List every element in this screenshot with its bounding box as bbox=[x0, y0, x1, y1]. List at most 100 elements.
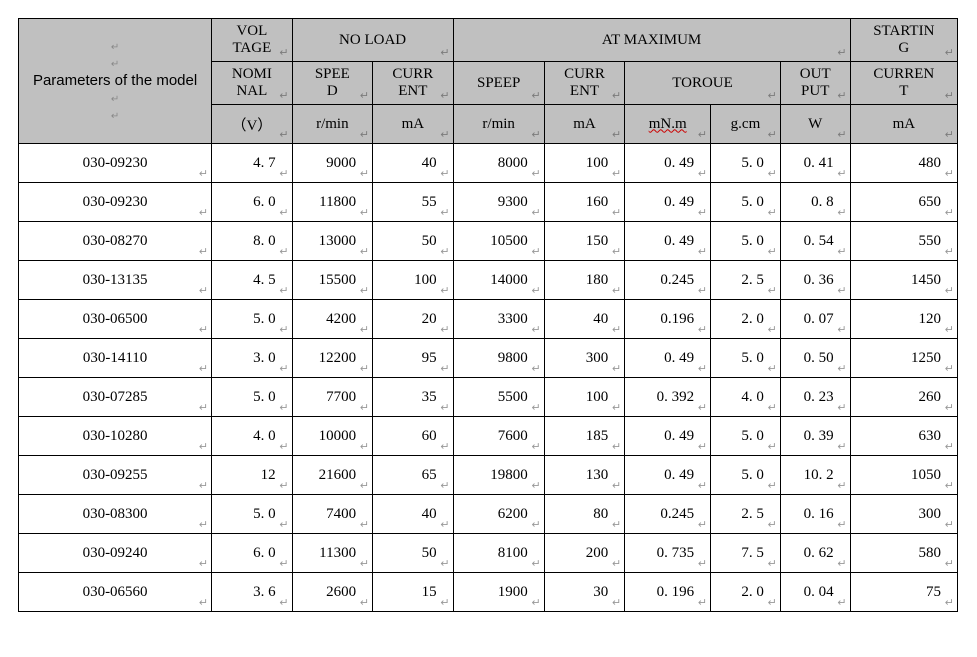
cell-model: 030-10280↵ bbox=[19, 417, 212, 456]
parameters-label: Parameters of the model bbox=[33, 72, 197, 89]
cell-nlspeed: 21600↵ bbox=[292, 456, 372, 495]
cell-model: 030-08300↵ bbox=[19, 495, 212, 534]
cell-nlcur: 50↵ bbox=[373, 222, 453, 261]
cell-tor2: 2. 5↵ bbox=[711, 261, 781, 300]
cell-mspeed: 10500↵ bbox=[453, 222, 544, 261]
cell-tor2: 5. 0↵ bbox=[711, 144, 781, 183]
cell-tor2: 2. 0↵ bbox=[711, 573, 781, 612]
col-sub-startcur: CURRENT↵ bbox=[850, 62, 957, 105]
table-row: 030-10280↵4. 0↵10000↵60↵7600↵185↵0. 49↵5… bbox=[19, 417, 958, 456]
cell-mspeed: 5500↵ bbox=[453, 378, 544, 417]
cell-nlcur: 35↵ bbox=[373, 378, 453, 417]
cell-model: 030-13135↵ bbox=[19, 261, 212, 300]
cell-start: 480↵ bbox=[850, 144, 957, 183]
cell-nlspeed: 10000↵ bbox=[292, 417, 372, 456]
cell-volt: 4. 5↵ bbox=[212, 261, 292, 300]
col-sub-output: OUTPUT↵ bbox=[780, 62, 850, 105]
table-row: 030-13135↵4. 5↵15500↵100↵14000↵180↵0.245… bbox=[19, 261, 958, 300]
cell-tor1: 0. 49↵ bbox=[625, 222, 711, 261]
cell-model: 030-14110↵ bbox=[19, 339, 212, 378]
cell-start: 550↵ bbox=[850, 222, 957, 261]
cell-out: 0. 36↵ bbox=[780, 261, 850, 300]
cell-mspeed: 14000↵ bbox=[453, 261, 544, 300]
table-row: 030-06560↵3. 6↵2600↵15↵1900↵30↵0. 196↵2.… bbox=[19, 573, 958, 612]
cell-nlspeed: 9000↵ bbox=[292, 144, 372, 183]
cell-nlspeed: 7400↵ bbox=[292, 495, 372, 534]
cell-volt: 6. 0↵ bbox=[212, 534, 292, 573]
cell-nlcur: 95↵ bbox=[373, 339, 453, 378]
cell-model: 030-09240↵ bbox=[19, 534, 212, 573]
cell-mcur: 185↵ bbox=[544, 417, 624, 456]
cell-mspeed: 9300↵ bbox=[453, 183, 544, 222]
cell-out: 0. 16↵ bbox=[780, 495, 850, 534]
cell-volt: 12↵ bbox=[212, 456, 292, 495]
cell-nlcur: 60↵ bbox=[373, 417, 453, 456]
cell-tor2: 7. 5↵ bbox=[711, 534, 781, 573]
cell-mcur: 30↵ bbox=[544, 573, 624, 612]
col-sub-voltage: NOMINAL↵ bbox=[212, 62, 292, 105]
cell-model: 030-09230↵ bbox=[19, 144, 212, 183]
unit-volt: （V）↵ bbox=[212, 105, 292, 144]
cell-volt: 3. 0↵ bbox=[212, 339, 292, 378]
cell-nlspeed: 2600↵ bbox=[292, 573, 372, 612]
cell-start: 580↵ bbox=[850, 534, 957, 573]
cell-model: 030-08270↵ bbox=[19, 222, 212, 261]
cell-tor2: 2. 5↵ bbox=[711, 495, 781, 534]
unit-ma-3: mA↵ bbox=[850, 105, 957, 144]
cell-nlcur: 15↵ bbox=[373, 573, 453, 612]
cell-nlcur: 40↵ bbox=[373, 495, 453, 534]
cell-out: 0. 39↵ bbox=[780, 417, 850, 456]
cell-mspeed: 8000↵ bbox=[453, 144, 544, 183]
cell-tor2: 5. 0↵ bbox=[711, 456, 781, 495]
cell-tor2: 5. 0↵ bbox=[711, 183, 781, 222]
cell-mcur: 200↵ bbox=[544, 534, 624, 573]
cell-tor2: 5. 0↵ bbox=[711, 339, 781, 378]
cell-start: 260↵ bbox=[850, 378, 957, 417]
cell-out: 0. 62↵ bbox=[780, 534, 850, 573]
cell-tor2: 5. 0↵ bbox=[711, 417, 781, 456]
cell-nlcur: 40↵ bbox=[373, 144, 453, 183]
cell-mcur: 130↵ bbox=[544, 456, 624, 495]
cell-nlspeed: 7700↵ bbox=[292, 378, 372, 417]
cell-tor1: 0. 49↵ bbox=[625, 339, 711, 378]
cell-start: 120↵ bbox=[850, 300, 957, 339]
col-sub-nlspeed: SPEED↵ bbox=[292, 62, 372, 105]
cell-nlspeed: 4200↵ bbox=[292, 300, 372, 339]
cell-mcur: 180↵ bbox=[544, 261, 624, 300]
col-sub-maxcurrent: CURRENT↵ bbox=[544, 62, 624, 105]
cell-mcur: 160↵ bbox=[544, 183, 624, 222]
cell-volt: 4. 0↵ bbox=[212, 417, 292, 456]
unit-ma-1: mA↵ bbox=[373, 105, 453, 144]
cell-mcur: 150↵ bbox=[544, 222, 624, 261]
table-row: 030-09240↵6. 0↵11300↵50↵8100↵200↵0. 735↵… bbox=[19, 534, 958, 573]
cell-tor1: 0.245↵ bbox=[625, 495, 711, 534]
cell-volt: 3. 6↵ bbox=[212, 573, 292, 612]
cell-tor1: 0. 392↵ bbox=[625, 378, 711, 417]
cell-volt: 5. 0↵ bbox=[212, 378, 292, 417]
cell-mspeed: 1900↵ bbox=[453, 573, 544, 612]
cell-tor2: 4. 0↵ bbox=[711, 378, 781, 417]
cell-tor1: 0. 735↵ bbox=[625, 534, 711, 573]
col-sub-torque: TOROUE↵ bbox=[625, 62, 781, 105]
table-row: 030-09255↵12↵21600↵65↵19800↵130↵0. 49↵5.… bbox=[19, 456, 958, 495]
cell-mspeed: 3300↵ bbox=[453, 300, 544, 339]
table-row: 030-07285↵5. 0↵7700↵35↵5500↵100↵0. 392↵4… bbox=[19, 378, 958, 417]
cell-start: 1450↵ bbox=[850, 261, 957, 300]
cell-nlcur: 100↵ bbox=[373, 261, 453, 300]
unit-mnm: mN.m↵ bbox=[625, 105, 711, 144]
cell-nlspeed: 13000↵ bbox=[292, 222, 372, 261]
cell-nlcur: 65↵ bbox=[373, 456, 453, 495]
col-header-starting: STARTING↵ bbox=[850, 19, 957, 62]
unit-rmin-1: r/min↵ bbox=[292, 105, 372, 144]
cell-start: 300↵ bbox=[850, 495, 957, 534]
cell-mcur: 100↵ bbox=[544, 378, 624, 417]
cell-mspeed: 7600↵ bbox=[453, 417, 544, 456]
cell-mcur: 40↵ bbox=[544, 300, 624, 339]
cell-volt: 6. 0↵ bbox=[212, 183, 292, 222]
cell-tor2: 2. 0↵ bbox=[711, 300, 781, 339]
cell-tor1: 0. 49↵ bbox=[625, 417, 711, 456]
table-body: 030-09230↵4. 7↵9000↵40↵8000↵100↵0. 49↵5.… bbox=[19, 144, 958, 612]
unit-w: W↵ bbox=[780, 105, 850, 144]
col-header-parameters: ↵↵ Parameters of the model ↵↵ bbox=[19, 19, 212, 144]
cell-model: 030-06500↵ bbox=[19, 300, 212, 339]
